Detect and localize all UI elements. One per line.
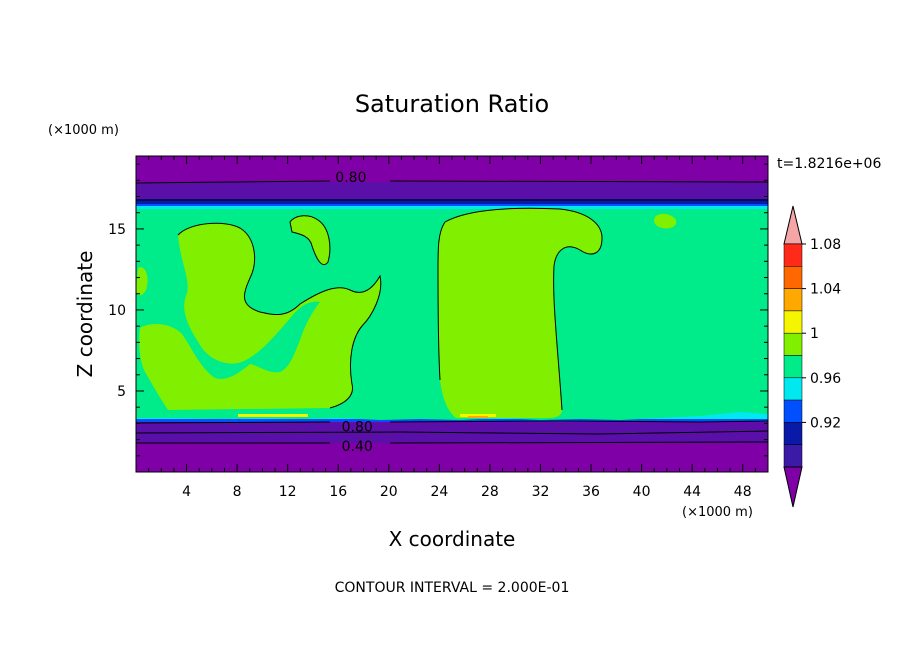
- contour-line-080-lower: [136, 420, 768, 424]
- x-unit-label: (×1000 m): [682, 505, 753, 520]
- x-axis-label: X coordinate: [389, 527, 516, 551]
- contour-region-100-edge: [136, 267, 148, 296]
- y-unit-label: (×1000 m): [48, 123, 119, 138]
- contour-region-100-center: [438, 208, 602, 418]
- colorbar-label: 1.04: [810, 282, 841, 298]
- colorbar-label: 1.08: [810, 237, 841, 253]
- colorbar-segment: [783, 332, 803, 356]
- chart-title: Saturation Ratio: [355, 90, 549, 118]
- colorbar-segment: [783, 422, 803, 445]
- x-tick-label: 44: [683, 484, 701, 500]
- x-tick-label: 24: [430, 484, 448, 500]
- contour-line-100-left: [177, 222, 382, 409]
- colorbar-segment: [783, 266, 803, 289]
- y-tick-label: 15: [108, 222, 126, 238]
- contour-line-100-center: [444, 207, 603, 411]
- x-tick-label: 40: [633, 484, 651, 500]
- x-tick-label: 16: [329, 484, 347, 500]
- contour-fields: [136, 156, 768, 472]
- contour-line-100-small: [289, 215, 331, 266]
- contour-strip-104-center: [460, 414, 496, 417]
- contour-label: 0.40: [342, 439, 373, 455]
- colorbar-label: 0.96: [810, 371, 841, 387]
- time-label: t=1.8216e+06: [777, 156, 881, 172]
- contour-line-100-center-left: [437, 221, 446, 381]
- colorbar-segment: [783, 444, 803, 468]
- x-tick-label: 4: [182, 484, 191, 500]
- y-tick-labels: 5 10 15: [108, 222, 126, 400]
- x-tick-label: 20: [380, 484, 398, 500]
- contour-interval-footer: CONTOUR INTERVAL = 2.000E-01: [335, 580, 570, 596]
- contour-plot: 0.800.800.40 4 8 12 16 20 24 28 32 36 40 44 48 5101…: [108, 155, 769, 500]
- colorbar-segment: [783, 377, 803, 401]
- colorbar-label: 1: [810, 326, 819, 342]
- colorbar: 0.92 0.96 1 1.04 1.08: [783, 205, 841, 508]
- contour-region-100-left: [139, 223, 381, 410]
- y-tick-label: 10: [108, 303, 126, 319]
- contour-line-080-upper: [136, 180, 768, 184]
- colorbar-segment: [783, 399, 803, 423]
- colorbar-bottom-arrow: [783, 466, 803, 508]
- colorbar-segment: [783, 310, 803, 334]
- colorbar-top-arrow: [783, 205, 803, 245]
- tick-marks: [136, 156, 768, 472]
- contour-line-040: [136, 441, 768, 444]
- x-tick-label: 12: [279, 484, 297, 500]
- contour-band-upper: [136, 182, 768, 200]
- x-tick-label: 48: [734, 484, 752, 500]
- y-axis-label: Z coordinate: [73, 251, 97, 378]
- colorbar-segment: [783, 288, 803, 312]
- contour-band-cyan-top: [136, 206, 768, 211]
- contour-label: 0.80: [335, 170, 366, 186]
- x-tick-label: 32: [532, 484, 550, 500]
- colorbar-segment: [783, 243, 803, 267]
- x-tick-label: 8: [233, 484, 242, 500]
- colorbar-label: 0.92: [810, 415, 841, 431]
- x-tick-label: 28: [481, 484, 499, 500]
- contour-band-092-top: [136, 199, 768, 205]
- contour-label: 0.80: [342, 420, 373, 436]
- colorbar-segment: [783, 355, 803, 379]
- contour-line-lower-2: [136, 430, 768, 435]
- contour-strip-108-center: [468, 416, 488, 418]
- y-tick-label: 5: [117, 384, 126, 400]
- contour-labels: 0.80 0.80 0.40: [335, 170, 372, 455]
- contour-strip-104-left: [238, 414, 308, 417]
- contour-lines: [136, 180, 768, 444]
- x-tick-labels: 4 8 12 16 20 24 28 32 36 40 44 48: [182, 484, 752, 500]
- contour-region-100-right: [654, 213, 677, 229]
- x-tick-label: 36: [582, 484, 600, 500]
